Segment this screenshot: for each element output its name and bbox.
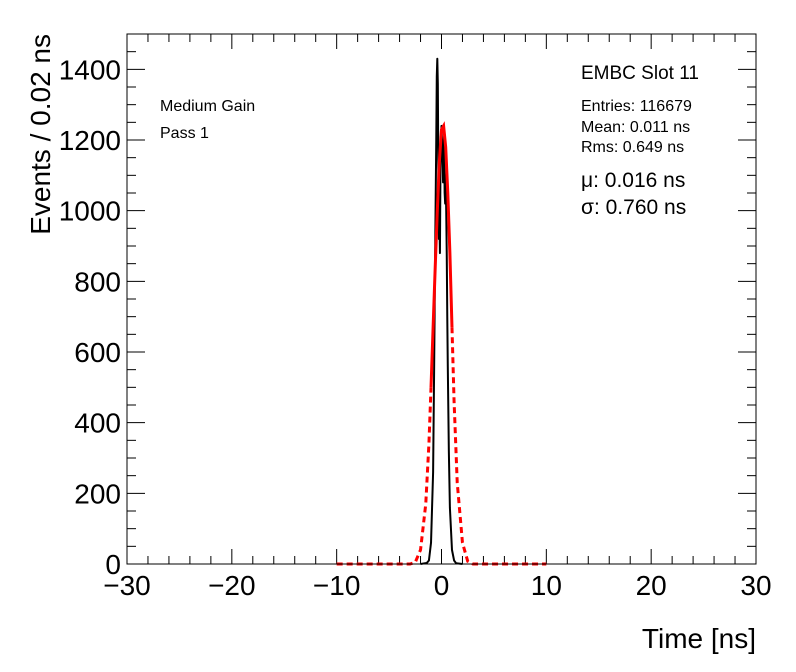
- x-tick-label: 20: [636, 570, 667, 601]
- entries-stat: Entries: 116679: [581, 98, 692, 115]
- x-tick-label: −30: [103, 570, 151, 601]
- fit-line-right: [450, 327, 547, 566]
- x-tick-label: −10: [313, 570, 361, 601]
- x-tick-label: 0: [434, 570, 450, 601]
- x-axis-label: Time [ns]: [642, 623, 756, 654]
- mu-stat: μ: 0.016 ns: [581, 169, 686, 192]
- y-axis-label: Events / 0.02 ns: [25, 34, 56, 235]
- fit-line: [429, 121, 454, 388]
- detector-label: EMBC Slot 11: [581, 63, 699, 84]
- x-tick-label: −20: [208, 570, 256, 601]
- y-tick-label: 0: [105, 549, 121, 580]
- data-series: [336, 57, 547, 566]
- y-tick-label: 1000: [59, 196, 121, 227]
- y-tick-labels: 0 200 400 600 800 1000 1200 1400: [59, 54, 121, 580]
- y-tick-label: 600: [74, 337, 121, 368]
- y-tick-label: 800: [74, 266, 121, 297]
- x-tick-label: 30: [740, 570, 771, 601]
- mean-stat: Mean: 0.011 ns: [581, 119, 691, 136]
- y-tick-label: 1400: [59, 54, 121, 85]
- x-tick-labels: −30 −20 −10 0 10 20 30: [103, 570, 771, 601]
- x-tick-label: 10: [531, 570, 562, 601]
- y-tick-label: 200: [74, 478, 121, 509]
- rms-stat: Rms: 0.649 ns: [581, 139, 685, 156]
- y-tick-label: 1200: [59, 125, 121, 156]
- plot-frame: [126, 33, 757, 565]
- y-tick-label: 400: [74, 408, 121, 439]
- fit-line-left: [336, 387, 433, 566]
- pass-label: Pass 1: [160, 125, 209, 142]
- sigma-stat: σ: 0.760 ns: [581, 196, 687, 219]
- gain-label: Medium Gain: [160, 98, 256, 115]
